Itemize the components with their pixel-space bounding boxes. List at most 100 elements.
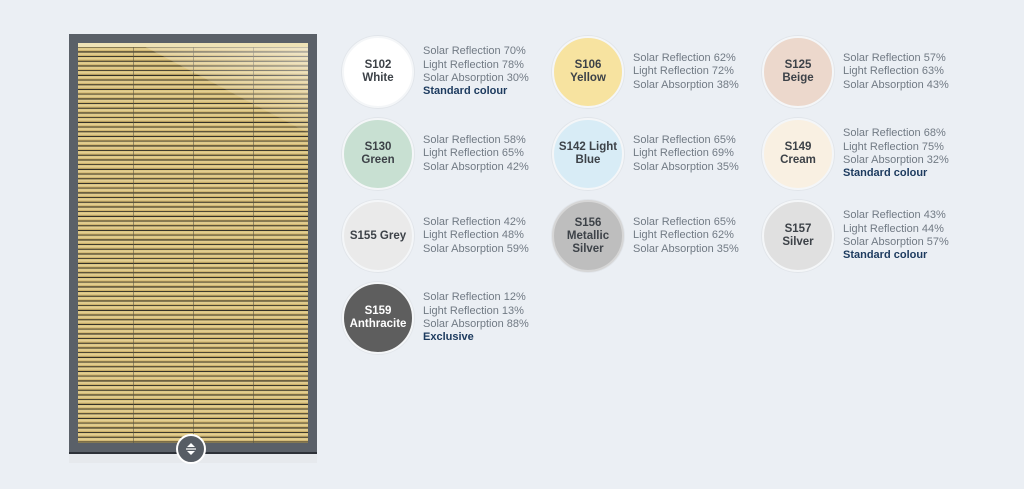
colour-swatch-button[interactable]: S159 Anthracite <box>342 282 414 354</box>
solar-absorption-label: Solar Absorption <box>423 318 504 330</box>
solar-absorption-value: 38% <box>716 78 739 91</box>
solar-absorption-line: Solar Absorption 35% <box>633 161 739 174</box>
solar-absorption-value: 88% <box>506 318 529 330</box>
colour-swatch-button[interactable]: S142 Light Blue <box>552 118 624 190</box>
colour-name: S106 Yellow <box>570 59 606 84</box>
colour-name: S159 Anthracite <box>349 305 407 330</box>
solar-absorption-line: Solar Absorption 57% <box>843 236 949 249</box>
light-reflection-value: 62% <box>711 229 734 242</box>
colour-swatch-button[interactable]: S125 Beige <box>762 36 834 108</box>
blind-preview <box>69 34 317 464</box>
solar-absorption-value: 43% <box>926 78 949 91</box>
colour-swatch-button[interactable]: S106 Yellow <box>552 36 624 108</box>
colour-specs: Solar Reflection 62% Light Reflection 72%… <box>633 52 739 92</box>
light-reflection-value: 78% <box>501 58 524 71</box>
colour-option: S156 Metallic Silver Solar Reflection 65%… <box>552 195 762 277</box>
light-reflection-label: Light Reflection <box>423 58 499 71</box>
solar-reflection-value: 62% <box>713 52 736 65</box>
light-reflection-value: 63% <box>921 65 944 78</box>
light-reflection-label: Light Reflection <box>843 65 919 78</box>
colour-name: S142 Light Blue <box>558 141 618 166</box>
light-reflection-value: 69% <box>711 147 734 160</box>
solar-reflection-value: 58% <box>503 134 526 147</box>
colour-specs: Solar Reflection 65% Light Reflection 62%… <box>633 216 739 256</box>
colour-name: S156 Metallic Silver <box>566 216 610 255</box>
light-reflection-line: Light Reflection 78% <box>423 59 529 72</box>
solar-reflection-line: Solar Reflection 57% <box>843 52 949 65</box>
light-reflection-line: Light Reflection 69% <box>633 147 739 160</box>
colour-name: S130 Green <box>361 141 395 166</box>
headrail <box>78 43 308 47</box>
solar-absorption-value: 35% <box>716 160 739 173</box>
colour-swatch-grid: S102 White Solar Reflection 70% Light Refl… <box>342 31 962 359</box>
solar-absorption-value: 30% <box>506 72 529 84</box>
light-reflection-value: 44% <box>921 222 944 235</box>
colour-option: S102 White Solar Reflection 70% Light Refl… <box>342 31 552 113</box>
solar-absorption-label: Solar Absorption <box>843 154 924 166</box>
colour-specs: Solar Reflection 57% Light Reflection 63%… <box>843 52 949 92</box>
solar-reflection-label: Solar Reflection <box>633 52 711 65</box>
light-reflection-value: 13% <box>501 304 524 317</box>
ladder-cord <box>253 43 254 443</box>
solar-reflection-label: Solar Reflection <box>633 134 711 147</box>
solar-absorption-value: 32% <box>926 154 949 166</box>
colour-swatch-button[interactable]: S157 Silver <box>762 200 834 272</box>
solar-reflection-value: 65% <box>713 134 736 147</box>
solar-reflection-label: Solar Reflection <box>423 45 501 58</box>
solar-absorption-line: Solar Absorption 32% <box>843 154 949 167</box>
colour-swatch-button[interactable]: S102 White <box>342 36 414 108</box>
solar-reflection-label: Solar Reflection <box>843 209 921 222</box>
solar-absorption-value: 42% <box>506 160 529 173</box>
colour-swatch-button[interactable]: S156 Metallic Silver <box>552 200 624 272</box>
solar-absorption-line: Solar Absorption 35% <box>633 243 739 256</box>
colour-option: S130 Green Solar Reflection 58% Light Refl… <box>342 113 552 195</box>
colour-badge: Standard colour <box>843 167 928 180</box>
colour-specs: Solar Reflection 70% Light Reflection 78%… <box>423 45 529 98</box>
colour-name: S102 White <box>362 59 394 84</box>
solar-reflection-value: 65% <box>713 216 736 229</box>
solar-reflection-line: Solar Reflection 58% <box>423 134 529 147</box>
colour-option: S142 Light Blue Solar Reflection 65% Light… <box>552 113 762 195</box>
light-reflection-value: 48% <box>501 229 524 242</box>
light-reflection-line: Light Reflection 48% <box>423 229 529 242</box>
solar-absorption-label: Solar Absorption <box>633 78 714 91</box>
colour-option: S157 Silver Solar Reflection 43% Light Ref… <box>762 195 962 277</box>
blind-handle-button[interactable] <box>176 434 206 464</box>
light-reflection-line: Light Reflection 13% <box>423 305 529 318</box>
colour-specs: Solar Reflection 58% Light Reflection 65%… <box>423 134 529 174</box>
light-reflection-line: Light Reflection 62% <box>633 229 739 242</box>
colour-specs: Solar Reflection 65% Light Reflection 69%… <box>633 134 739 174</box>
light-reflection-label: Light Reflection <box>423 229 499 242</box>
solar-reflection-value: 12% <box>503 291 526 304</box>
solar-reflection-label: Solar Reflection <box>423 216 501 229</box>
solar-reflection-label: Solar Reflection <box>633 216 711 229</box>
colour-specs: Solar Reflection 42% Light Reflection 48%… <box>423 216 529 256</box>
colour-option: S149 Cream Solar Reflection 68% Light Refl… <box>762 113 962 195</box>
solar-reflection-label: Solar Reflection <box>843 52 921 65</box>
light-reflection-value: 65% <box>501 147 524 160</box>
colour-swatch-button[interactable]: S155 Grey <box>342 200 414 272</box>
colour-swatch-button[interactable]: S130 Green <box>342 118 414 190</box>
light-reflection-label: Light Reflection <box>843 222 919 235</box>
solar-absorption-line: Solar Absorption 59% <box>423 243 529 256</box>
colour-swatch-button[interactable]: S149 Cream <box>762 118 834 190</box>
solar-reflection-line: Solar Reflection 70% <box>423 45 529 58</box>
chevron-up-down-icon <box>186 443 196 455</box>
solar-reflection-line: Solar Reflection 43% <box>843 209 949 222</box>
solar-reflection-line: Solar Reflection 42% <box>423 216 529 229</box>
solar-reflection-line: Solar Reflection 62% <box>633 52 739 65</box>
colour-name: S149 Cream <box>780 141 816 166</box>
ladder-cord <box>193 43 194 443</box>
solar-reflection-value: 70% <box>503 45 526 58</box>
solar-absorption-value: 59% <box>506 242 529 255</box>
solar-absorption-value: 57% <box>926 236 949 248</box>
solar-reflection-line: Solar Reflection 68% <box>843 127 949 140</box>
colour-badge: Standard colour <box>843 249 928 262</box>
solar-absorption-label: Solar Absorption <box>423 160 504 173</box>
solar-absorption-line: Solar Absorption 42% <box>423 161 529 174</box>
solar-reflection-line: Solar Reflection 65% <box>633 134 739 147</box>
solar-reflection-value: 57% <box>923 52 946 65</box>
blind-slats <box>78 43 308 443</box>
light-reflection-label: Light Reflection <box>633 229 709 242</box>
colour-option: S159 Anthracite Solar Reflection 12% Light… <box>342 277 552 359</box>
